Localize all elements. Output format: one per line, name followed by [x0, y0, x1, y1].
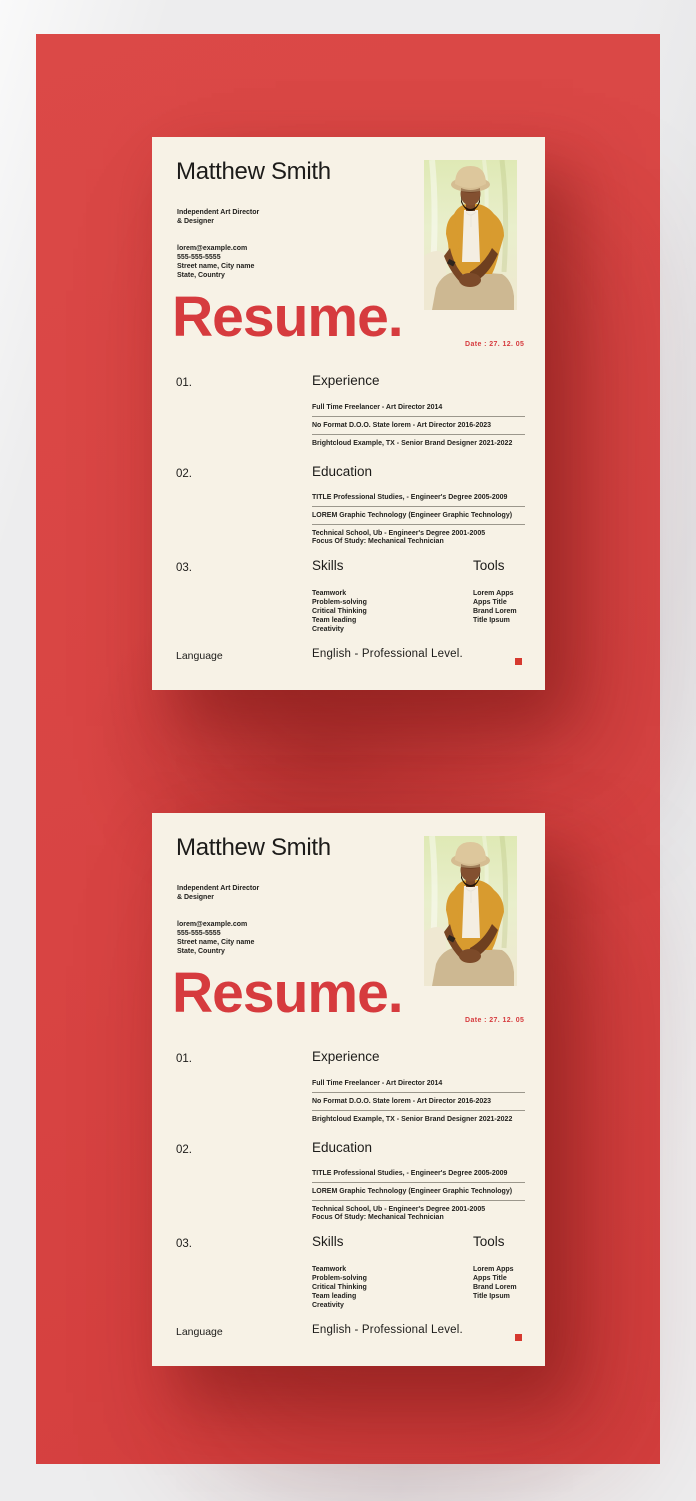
- language-label: Language: [176, 1326, 223, 1338]
- section-number-education: 02.: [176, 468, 192, 480]
- skill-item: Team leading: [312, 617, 357, 624]
- tools-list: Lorem Apps Apps Title Brand Lorem Title …: [473, 589, 613, 625]
- education-items: TITLE Professional Studies, - Engineer's…: [312, 489, 525, 551]
- skill-item: Creativity: [312, 1302, 344, 1309]
- experience-item: Brightcloud Example, TX - Senior Brand D…: [312, 439, 513, 447]
- resume-name: Matthew Smith: [176, 158, 331, 185]
- experience-item: No Format D.O.O. State lorem - Art Direc…: [312, 417, 525, 435]
- contact-state: State, Country: [177, 272, 225, 279]
- section-number-experience: 01.: [176, 1053, 192, 1065]
- resume-title: Resume.: [172, 285, 404, 349]
- experience-item: Brightcloud Example, TX - Senior Brand D…: [312, 1115, 513, 1123]
- red-panel: Matthew Smith Independent Art Director &…: [36, 34, 660, 1464]
- tool-item: Brand Lorem: [473, 608, 517, 615]
- red-square-marker: [515, 658, 522, 665]
- role-line-1: Independent Art Director: [177, 209, 260, 216]
- language-value: English - Professional Level.: [312, 648, 463, 660]
- contact-phone: 555-555-5555: [177, 930, 221, 937]
- role-line-2: & Designer: [177, 217, 214, 225]
- contact-email: lorem@example.com: [177, 245, 248, 252]
- section-heading-experience: Experience: [312, 373, 380, 388]
- skill-item: Creativity: [312, 626, 344, 633]
- skill-item: Problem-solving: [312, 599, 367, 606]
- tool-item: Lorem Apps: [473, 1266, 514, 1273]
- contact-street: Street name, City name: [177, 939, 255, 946]
- experience-item: No Format D.O.O. State lorem - Art Direc…: [312, 1093, 525, 1111]
- language-value: English - Professional Level.: [312, 1324, 463, 1336]
- tool-item: Title Ipsum: [473, 1293, 510, 1300]
- red-square-marker: [515, 1334, 522, 1341]
- resume-name: Matthew Smith: [176, 834, 331, 861]
- tools-list: Lorem Apps Apps Title Brand Lorem Title …: [473, 1265, 613, 1301]
- section-heading-education: Education: [312, 1140, 373, 1155]
- contact-state: State, Country: [177, 948, 225, 955]
- contact-phone: 555-555-5555: [177, 254, 221, 261]
- section-heading-tools: Tools: [473, 558, 505, 573]
- tool-item: Lorem Apps: [473, 590, 514, 597]
- tool-item: Apps Title: [473, 599, 507, 606]
- skill-item: Critical Thinking: [312, 1284, 367, 1291]
- contact-block: lorem@example.com 555-555-5555 Street na…: [177, 244, 254, 280]
- experience-item: Full Time Freelancer - Art Director 2014: [312, 1075, 525, 1093]
- skill-item: Problem-solving: [312, 1275, 367, 1282]
- tool-item: Title Ipsum: [473, 617, 510, 624]
- profile-photo: [424, 836, 517, 986]
- section-number-experience: 01.: [176, 377, 192, 389]
- language-label: Language: [176, 650, 223, 662]
- education-item: TITLE Professional Studies, - Engineer's…: [312, 1165, 525, 1183]
- education-item: LOREM Graphic Technology (Engineer Graph…: [312, 507, 525, 525]
- skills-list: Teamwork Problem-solving Critical Thinki…: [312, 1265, 452, 1310]
- experience-items: Full Time Freelancer - Art Director 2014…: [312, 399, 525, 452]
- skill-item: Team leading: [312, 1293, 357, 1300]
- tool-item: Apps Title: [473, 1275, 507, 1282]
- experience-item: Full Time Freelancer - Art Director 2014: [312, 399, 525, 417]
- profile-photo-illustration: [424, 836, 517, 986]
- section-number-education: 02.: [176, 1144, 192, 1156]
- skills-list: Teamwork Problem-solving Critical Thinki…: [312, 589, 452, 634]
- education-item: LOREM Graphic Technology (Engineer Graph…: [312, 1183, 525, 1201]
- education-item: Technical School, Ub - Engineer's Degree…: [312, 529, 486, 546]
- resume-card-2: Matthew Smith Independent Art Director &…: [152, 813, 545, 1366]
- role-line-2: & Designer: [177, 893, 214, 901]
- section-number-skills: 03.: [176, 1238, 192, 1250]
- skill-item: Teamwork: [312, 590, 347, 597]
- skill-item: Critical Thinking: [312, 608, 367, 615]
- profile-photo: [424, 160, 517, 310]
- section-heading-experience: Experience: [312, 1049, 380, 1064]
- section-heading-skills: Skills: [312, 558, 344, 573]
- resume-date: Date : 27. 12. 05: [465, 1017, 525, 1024]
- section-number-skills: 03.: [176, 562, 192, 574]
- contact-street: Street name, City name: [177, 263, 255, 270]
- education-item: TITLE Professional Studies, - Engineer's…: [312, 489, 525, 507]
- experience-items: Full Time Freelancer - Art Director 2014…: [312, 1075, 525, 1128]
- role-title: Independent Art Director & Designer: [177, 209, 259, 226]
- contact-email: lorem@example.com: [177, 921, 248, 928]
- education-items: TITLE Professional Studies, - Engineer's…: [312, 1165, 525, 1227]
- role-title: Independent Art Director & Designer: [177, 885, 259, 902]
- resume-card-1: Matthew Smith Independent Art Director &…: [152, 137, 545, 690]
- resume-title: Resume.: [172, 961, 404, 1025]
- section-heading-skills: Skills: [312, 1234, 344, 1249]
- education-item: Technical School, Ub - Engineer's Degree…: [312, 1205, 486, 1222]
- resume-date: Date : 27. 12. 05: [465, 341, 525, 348]
- section-heading-tools: Tools: [473, 1234, 505, 1249]
- role-line-1: Independent Art Director: [177, 885, 260, 892]
- skill-item: Teamwork: [312, 1266, 347, 1273]
- tool-item: Brand Lorem: [473, 1284, 517, 1291]
- profile-photo-illustration: [424, 160, 517, 310]
- contact-block: lorem@example.com 555-555-5555 Street na…: [177, 920, 254, 956]
- section-heading-education: Education: [312, 464, 373, 479]
